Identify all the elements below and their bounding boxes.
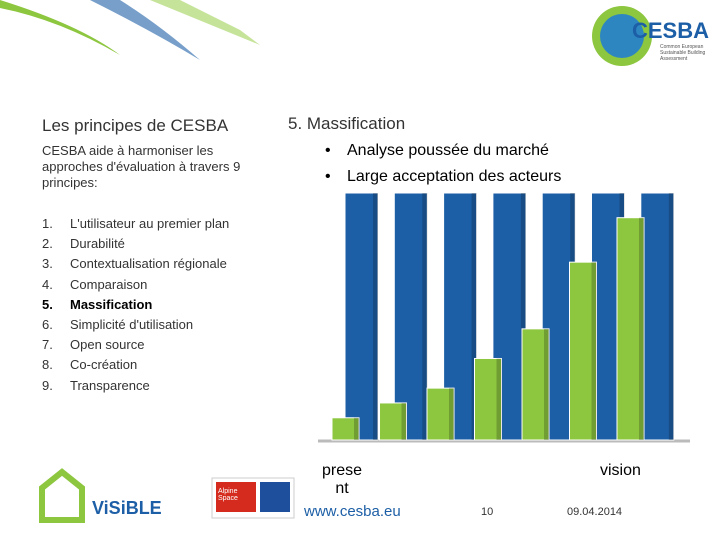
end-label: vision	[600, 462, 641, 479]
item-number: 2.	[42, 236, 53, 252]
bullet-dot: •	[325, 142, 331, 159]
bar	[344, 192, 379, 441]
item-number: 7.	[42, 337, 53, 353]
item-text: Massification	[70, 296, 153, 312]
date: 09.04.2014	[567, 506, 623, 518]
item-text: Co-création	[70, 357, 138, 373]
item-number: 3.	[42, 256, 53, 272]
bar-shade	[373, 193, 378, 440]
bar	[331, 417, 360, 441]
left-title: Les principes de CESBA	[42, 116, 229, 135]
list-item: 2. Durabilité	[42, 236, 229, 256]
bar	[426, 387, 455, 441]
bullet: • Large acceptation des acteurs	[325, 168, 561, 194]
bar	[616, 217, 645, 441]
list-item: 1. L'utilisateur au premier plan	[42, 216, 229, 236]
url: www.cesba.eu	[304, 503, 401, 520]
bullet: • Analyse poussée du marché	[325, 142, 561, 168]
item-text: Durabilité	[70, 236, 125, 252]
bar	[379, 402, 407, 441]
item-number: 4.	[42, 276, 53, 292]
partner-logo	[216, 482, 256, 512]
bar-shade	[591, 262, 597, 440]
intro: CESBA aide à harmoniser les approches d'…	[42, 143, 241, 190]
bars	[331, 192, 675, 441]
logo-text: CESBA	[632, 18, 710, 43]
item-text: Contextualisation régionale	[70, 256, 227, 272]
bar	[393, 192, 428, 441]
item-number: 5.	[42, 296, 53, 312]
partner-name: ViSiBLE	[92, 498, 162, 518]
bar-shade	[471, 193, 477, 440]
item-number: 8.	[42, 357, 53, 373]
bar	[569, 261, 597, 441]
list-item: 9. Transparence	[42, 378, 229, 398]
item-number: 9.	[42, 377, 53, 393]
item-text: Transparence	[70, 377, 150, 393]
page-number: 10	[481, 506, 494, 518]
bar	[521, 328, 550, 441]
bar-shade	[639, 217, 644, 440]
principles-list: 1. L'utilisateur au premier plan 2. Durabil…	[42, 216, 229, 398]
logo-globe	[600, 14, 644, 58]
bar-shade	[496, 358, 502, 440]
bullet-text: Analyse poussée du marché	[347, 142, 549, 159]
item-number: 1.	[42, 216, 53, 231]
partner-logo	[39, 468, 85, 523]
bullet-text: Large acceptation des acteurs	[347, 168, 562, 185]
list-item: 6. Simplicité d'utilisation	[42, 317, 229, 337]
item-text: L'utilisateur au premier plan	[70, 216, 230, 231]
bullets: • Analyse poussée du marché • Large accepta…	[325, 142, 561, 194]
item-text: Open source	[70, 337, 145, 353]
right-title: 5. Massification	[288, 114, 406, 133]
bar-shade	[544, 328, 549, 440]
bar-shade	[668, 193, 674, 440]
list-item: 7. Open source	[42, 337, 229, 357]
bar-shade	[520, 193, 526, 440]
bar-shade	[422, 193, 428, 440]
swoosh	[0, 0, 120, 55]
list-item: 4. Comparaison	[42, 277, 229, 297]
start-label: prese nt	[321, 462, 363, 497]
list-item: 3. Contextualisation régionale	[42, 256, 229, 276]
bar-shade	[449, 388, 454, 440]
bar	[474, 357, 502, 441]
bullet-dot: •	[325, 168, 331, 185]
item-text: Simplicité d'utilisation	[70, 316, 194, 332]
list-item: 8. Co-création	[42, 357, 229, 377]
partner-logo	[260, 482, 290, 512]
swoosh	[150, 0, 260, 45]
bar-shade	[354, 417, 359, 440]
bar	[640, 192, 675, 441]
partner2-name: Alpine Space	[218, 488, 238, 502]
bar-shade	[401, 402, 407, 440]
logo-subtitle: Common European Sustainable Building Ass…	[660, 44, 706, 62]
item-number: 6.	[42, 316, 53, 332]
list-item: 5. Massification	[42, 297, 229, 317]
item-text: Comparaison	[70, 276, 148, 292]
